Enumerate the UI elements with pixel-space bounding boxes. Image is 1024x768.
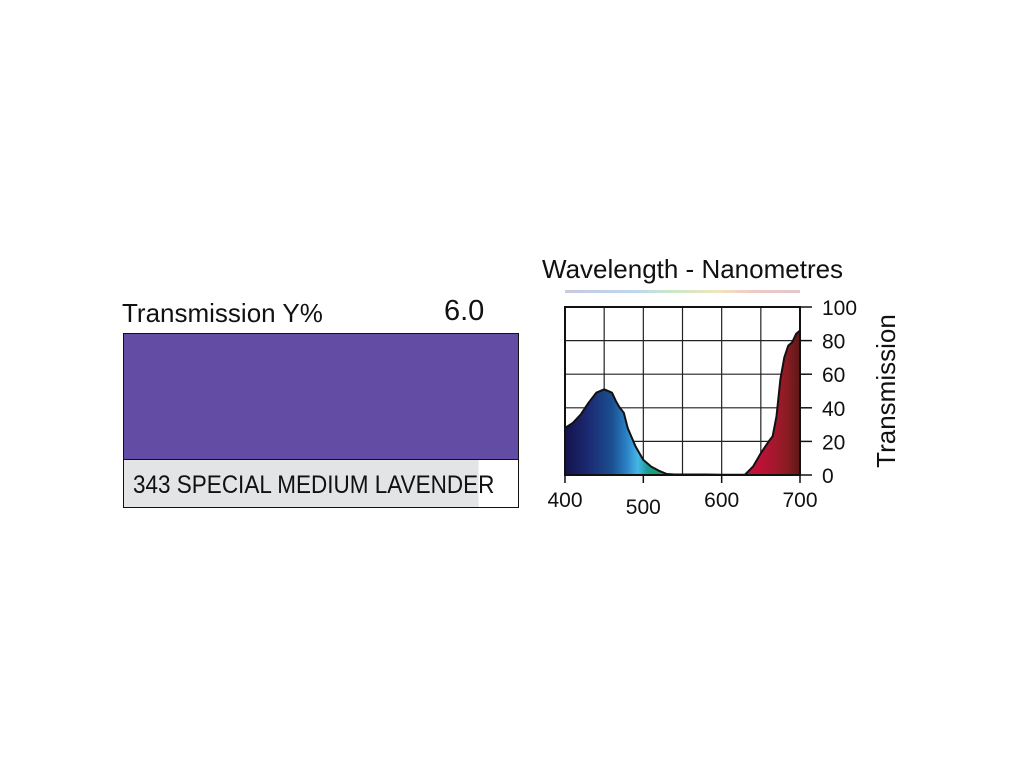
- x-tick-label: 500: [626, 496, 661, 519]
- y-axis-label: Transmission: [871, 314, 901, 468]
- spectrum-strip: [565, 290, 800, 293]
- filter-name: 343 SPECIAL MEDIUM LAVENDER: [124, 460, 494, 507]
- y-tick-label: 0: [822, 465, 834, 488]
- transmission-label: Transmission Y%: [122, 298, 323, 328]
- series-line-2: [744, 329, 801, 476]
- x-tick-label: 700: [782, 489, 817, 512]
- y-tick-label: 100: [822, 297, 857, 320]
- y-tick-label: 20: [822, 431, 845, 454]
- y-tick-label: 40: [822, 398, 845, 421]
- plot-frame: [564, 306, 801, 476]
- series-area-1: [565, 389, 746, 475]
- y-tick-label: 80: [822, 331, 845, 354]
- y-tick-label: 60: [822, 364, 845, 387]
- chart-title: Wavelength - Nanometres: [542, 254, 844, 284]
- x-tick-label: 400: [547, 489, 582, 512]
- swatch-color-fill: [124, 334, 518, 460]
- x-tick-label: 600: [704, 489, 739, 512]
- transmission-value: 6.0: [444, 295, 485, 327]
- series-area-2: [745, 330, 800, 475]
- color-swatch: 343 SPECIAL MEDIUM LAVENDER: [123, 333, 519, 508]
